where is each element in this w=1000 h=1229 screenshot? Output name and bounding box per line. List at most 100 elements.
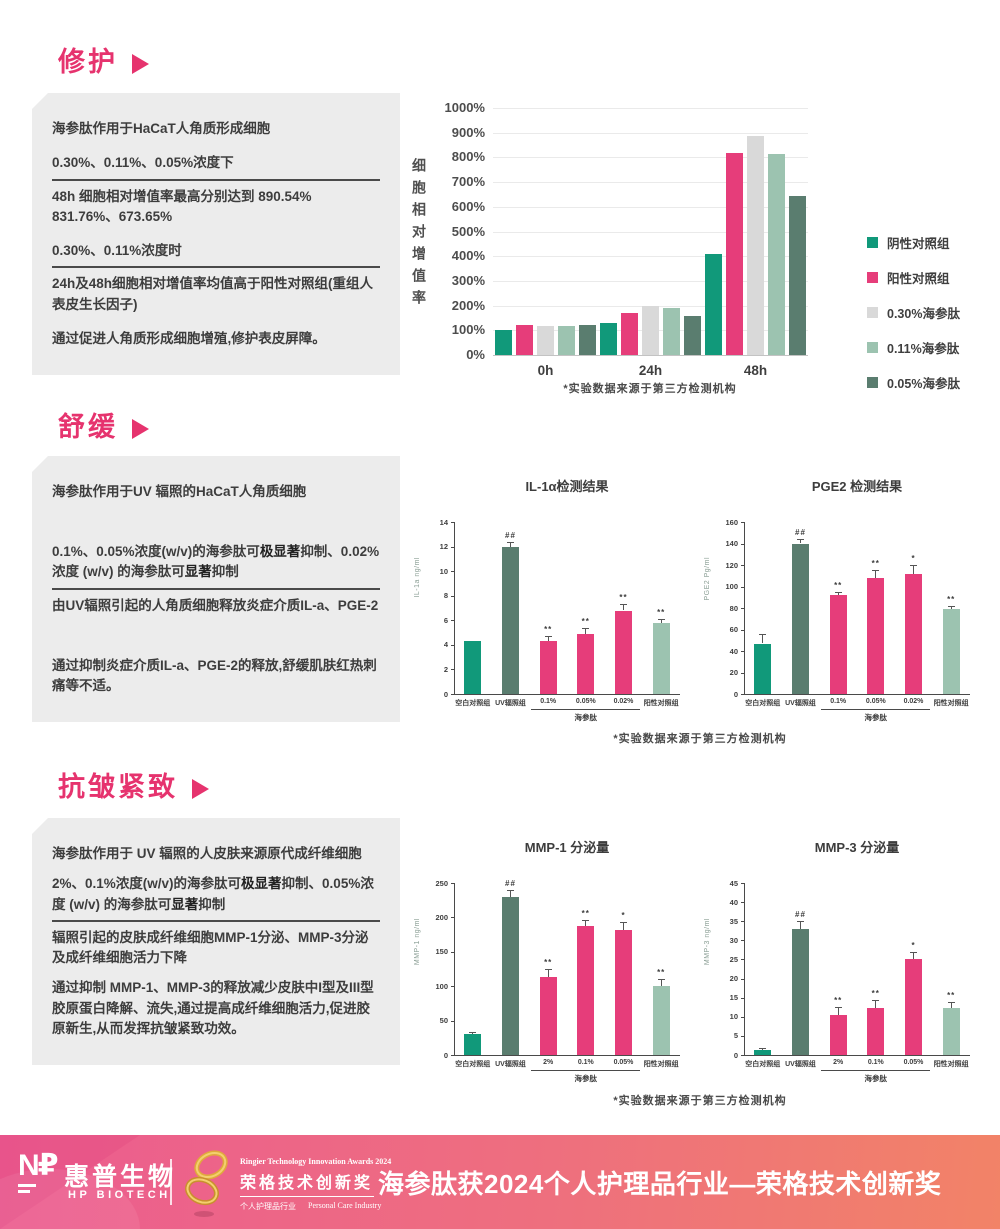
significance-label: ** [581,908,590,918]
legend-swatch [867,237,878,248]
error-bar-cap [797,921,804,923]
y-axis [454,522,455,694]
y-tick-label: 0 [443,1050,448,1060]
bar [615,929,632,1055]
footer-divider [170,1159,172,1205]
x-tick-label: 阳性对照组 [643,700,679,707]
y-tick-label: 400% [451,248,485,264]
error-bar [660,979,662,987]
group-label: 海参肽 [864,713,888,722]
bar [642,306,659,355]
error-bar-cap [657,979,665,981]
gridline [493,132,808,134]
legend: 阴性对照组 阳性对照组 0.30%海参肽 0.11%海参肽 0.05%海参肽 [867,233,960,392]
y-tick-label: 0 [733,1050,738,1060]
bar [754,1050,772,1055]
y-tick-label: 2 [443,664,448,674]
award-rings-icon [184,1150,228,1217]
bar [942,609,960,694]
bar [495,330,512,355]
error-bar-cap [657,619,665,621]
y-tick-label: 200 [435,912,448,922]
plot-area [493,108,808,355]
y-tick [741,959,744,961]
legend-label: 阳性对照组 [887,272,950,286]
x-tick-label: 0.05% [903,1059,924,1066]
bar [792,543,809,694]
significance-label: ** [871,989,880,999]
info-block-body: 24h及48h细胞相对增值率均值高于阳性对照组(重组人表皮生长因子) [52,276,374,312]
info-block-rule [52,919,380,922]
info-block-rule [52,178,380,181]
y-tick-label: 120 [725,560,738,570]
chart-title: IL-1α检测结果 [525,479,609,494]
y-tick [741,694,744,695]
bar [652,622,670,694]
info-block-body: 辐照引起的皮肤成纤维细胞MMP-1分泌、MMP-3分泌及成纤维细胞活力下降 [52,929,369,965]
error-bar [660,619,662,623]
bar [539,977,557,1055]
bar [652,986,670,1055]
y-tick [741,1055,744,1056]
y-tick-label: 40 [729,897,738,907]
info-block-head: 0.30%、0.11%浓度时 [52,241,380,261]
y-tick [741,586,744,588]
chart-title: MMP-1 分泌量 [524,840,610,855]
bar [867,1008,885,1055]
y-tick-label: 10 [729,1012,738,1022]
legend-label: 0.11%海参肽 [887,342,960,356]
error-bar [547,636,549,642]
bar [792,928,809,1055]
significance-label: ** [544,958,553,967]
y-tick [451,694,454,695]
info-text-segment: 显著 [171,896,199,912]
y-tick [451,986,454,988]
info-block: 0.30%、0.11%、0.05%浓度下 48h 细胞相对增值率最高分别达到 89… [52,153,380,227]
section-title-antiwrinkle: 抗皱紧致 [58,765,209,804]
group-bracket [821,709,931,710]
y-axis-label: IL-1a ng/ml [414,557,421,598]
legend-label: 0.05%海参肽 [887,377,960,391]
error-bar [762,1048,764,1051]
x-tick-label: 0.1% [540,698,557,705]
y-tick-label: 100% [451,322,485,338]
arrow-right-icon [192,778,209,799]
y-axis-label: 细胞相对增值率 [411,158,427,312]
significance-label: ** [619,593,628,603]
x-tick-label: 空白对照组 [745,700,781,707]
info-paragraph: 海参肽作用于 UV 辐照的人皮肤来源原代成纤维细胞 [52,846,362,861]
info-block-body: 48h 细胞相对增值率最高分别达到 890.54% 831.76%、673.65… [52,188,312,224]
error-bar [950,605,952,609]
bar [905,959,922,1055]
x-tick-label: 0.05% [865,698,886,705]
info-block: 2%、0.1%浓度(w/v)的海参肽可极显著抑制、0.05%浓度 (w/v) 的… [52,874,380,968]
error-bar-cap [620,604,627,606]
y-tick-label: 0 [443,689,448,699]
y-tick-label: 60 [729,625,738,634]
section-title-repair: 修护 [58,40,149,79]
bar [747,136,764,355]
y-tick [741,522,744,523]
error-bar [837,1007,839,1015]
bar [464,641,482,694]
y-tick [741,672,744,674]
info-text-segment: 0.1%、0.05%浓度(w/v)的海参肽可 [52,544,260,559]
y-tick-label: 700% [451,174,485,190]
error-bar [585,627,587,634]
info-paragraph: 海参肽作用于UV 辐照的HaCaT人角质细胞 [52,484,307,499]
gridline [493,256,808,258]
significance-label: ** [657,608,666,618]
y-tick [741,543,744,545]
error-bar-cap [582,627,590,629]
y-tick-label: 14 [439,517,448,527]
bar [577,926,595,1055]
info-paragraph: 通过抑制炎症介质IL-a、PGE-2的释放,舒缓肌肤红热刺痛等不适。 [52,657,377,693]
y-tick-label: 20 [729,668,738,677]
y-axis-label: PGE2 Pg/ml [704,557,711,601]
group-label: 海参肽 [574,1074,598,1083]
y-tick [451,571,454,573]
x-tick-label: UV辐照组 [495,700,526,707]
award-underline [240,1196,374,1197]
error-bar [800,539,801,544]
significance-label: ** [544,625,553,635]
